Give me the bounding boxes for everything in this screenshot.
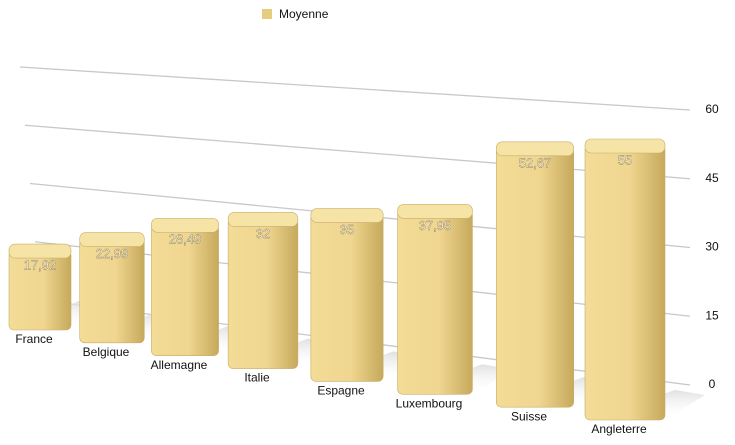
value-label: 22,99 [96, 246, 129, 261]
value-label: 35 [340, 222, 354, 237]
y-tick-label: 0 [709, 377, 716, 391]
bar-top [495, 141, 575, 157]
x-tick-label: Luxembourg [396, 396, 463, 410]
x-tick-label: Suisse [511, 409, 547, 423]
value-label: 28,49 [169, 232, 202, 247]
bar-top [79, 232, 145, 247]
value-label: 37,95 [419, 218, 452, 233]
legend-swatch [262, 9, 272, 19]
bar [227, 218, 299, 369]
bar-top [227, 212, 299, 227]
bar-top [397, 204, 473, 219]
value-label: 17,92 [24, 258, 57, 273]
bar [397, 210, 473, 395]
bar-top [151, 217, 219, 233]
x-tick-label: Italie [244, 371, 270, 385]
bar [584, 144, 666, 421]
grid-line [19, 66, 691, 111]
x-tick-label: Angleterre [591, 422, 647, 436]
y-tick-label: 60 [705, 102, 719, 116]
y-tick-label: 30 [705, 240, 719, 254]
y-tick-label: 15 [705, 308, 719, 322]
x-tick-label: Espagne [317, 384, 365, 398]
legend-label: Moyenne [279, 7, 329, 21]
x-tick-label: Belgique [83, 345, 130, 359]
bar [495, 147, 575, 408]
value-label: 52,67 [519, 155, 552, 170]
bar [310, 214, 384, 382]
bar-top [310, 208, 384, 223]
value-label: 32 [256, 226, 270, 241]
x-tick-label: France [15, 332, 53, 346]
bar-top [8, 243, 72, 259]
bar-top [584, 138, 666, 154]
y-tick-label: 45 [705, 171, 719, 185]
x-tick-label: Allemagne [151, 358, 208, 372]
grid-line [24, 124, 691, 180]
value-label: 55 [618, 152, 632, 167]
